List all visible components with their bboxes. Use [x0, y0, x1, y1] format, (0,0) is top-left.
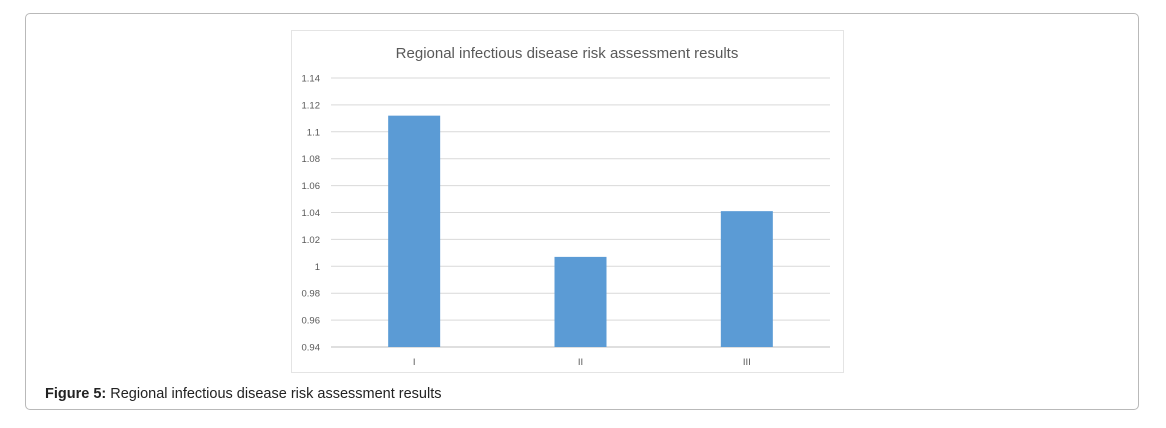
x-tick-label: II [578, 357, 583, 368]
bar-II [554, 256, 607, 347]
y-tick-label: 1 [315, 262, 320, 273]
chart-title: Regional infectious disease risk assessm… [396, 45, 739, 62]
bars [388, 115, 773, 347]
y-tick-label: 1.04 [302, 208, 321, 219]
x-tick-label: I [413, 357, 416, 368]
y-axis-ticks: 1.14 1.12 1.1 1.08 1.06 1.04 1.02 1 0.98 0.96 0.94 [302, 74, 321, 354]
x-tick-label: III [743, 357, 751, 368]
y-tick-label: 1.12 [302, 100, 321, 111]
y-tick-label: 0.94 [302, 343, 321, 354]
x-axis-ticks: I II III [413, 357, 751, 368]
bar-I [388, 115, 441, 347]
y-tick-label: 1.08 [302, 154, 321, 165]
y-tick-label: 1.14 [302, 74, 321, 85]
y-tick-label: 0.96 [302, 316, 321, 327]
bar-III [720, 211, 773, 347]
y-tick-label: 1.06 [302, 181, 321, 192]
y-tick-label: 0.98 [302, 289, 321, 300]
figure-caption-text: Regional infectious disease risk assessm… [106, 386, 442, 402]
figure-label: Figure 5: [45, 386, 107, 402]
figure-caption: Figure 5: Regional infectious disease ri… [45, 386, 442, 402]
y-tick-label: 1.1 [307, 127, 320, 138]
y-tick-label: 1.02 [302, 235, 321, 246]
